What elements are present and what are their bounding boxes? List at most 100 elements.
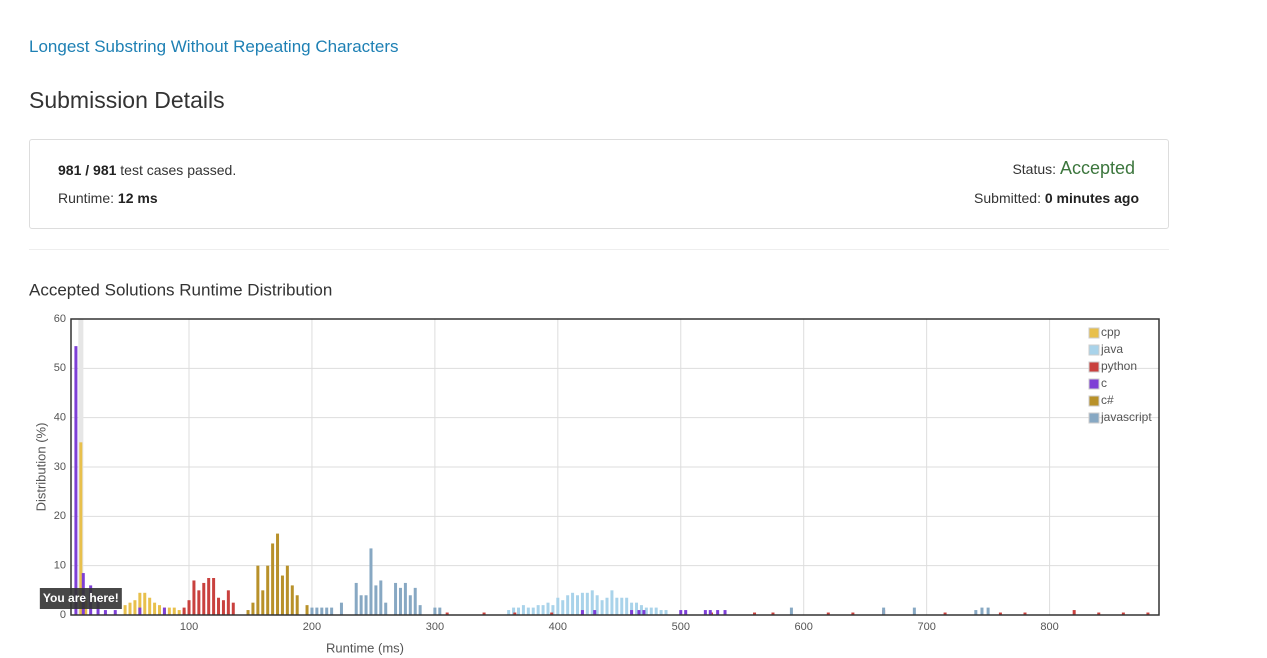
- cases-text: test cases passed.: [120, 162, 237, 178]
- cases-row: 981 / 981 test cases passed.: [58, 162, 236, 178]
- bar: [192, 580, 196, 615]
- bar: [571, 592, 575, 615]
- bar: [639, 605, 643, 615]
- bar: [512, 607, 516, 615]
- submitted-row: Submitted: 0 minutes ago: [974, 190, 1139, 206]
- bar: [615, 597, 619, 615]
- bar: [103, 610, 107, 615]
- bar: [113, 610, 117, 615]
- bar: [703, 610, 707, 615]
- bar: [290, 585, 294, 615]
- bar: [162, 607, 166, 615]
- tooltip-box: [39, 588, 122, 609]
- details-panel: 981 / 981 test cases passed. Runtime: 12…: [29, 139, 1169, 229]
- chart: Accepted Solutions Runtime Distribution …: [29, 280, 1160, 655]
- tooltip-text: You are here!: [43, 591, 119, 605]
- bar: [1072, 610, 1076, 615]
- bar: [128, 602, 132, 615]
- bar: [986, 607, 990, 615]
- problem-link[interactable]: Longest Substring Without Repeating Char…: [29, 37, 399, 56]
- legend-swatch: [1088, 378, 1100, 390]
- bar: [231, 602, 235, 615]
- bar: [148, 597, 152, 615]
- bar: [753, 612, 757, 615]
- bar: [438, 607, 442, 615]
- bar: [546, 602, 550, 615]
- bar: [143, 592, 147, 615]
- bar: [541, 605, 545, 615]
- bar: [771, 612, 775, 615]
- bar: [398, 587, 402, 615]
- legend-swatch: [1088, 327, 1100, 339]
- bar: [566, 595, 570, 615]
- bar: [593, 610, 597, 615]
- bar: [789, 607, 793, 615]
- bar: [364, 595, 368, 615]
- bar: [912, 607, 916, 615]
- bar: [339, 602, 343, 615]
- bar: [605, 597, 609, 615]
- status-row: Status: Accepted: [1012, 158, 1135, 179]
- bar: [74, 346, 78, 615]
- bar: [379, 580, 383, 615]
- y-tick-label: 30: [54, 461, 66, 473]
- bar: [315, 607, 319, 615]
- legend-label: java: [1100, 342, 1123, 356]
- x-tick-label: 500: [672, 621, 690, 633]
- bar: [394, 582, 398, 615]
- x-tick-label: 100: [180, 621, 198, 633]
- plot-frame: [70, 318, 1160, 616]
- bar: [507, 610, 511, 615]
- legend-swatch: [1088, 395, 1100, 407]
- bar: [212, 578, 216, 615]
- bar: [354, 582, 358, 615]
- bar: [1146, 612, 1150, 615]
- x-tick-label: 800: [1040, 621, 1058, 633]
- bar: [359, 595, 363, 615]
- bar: [138, 607, 142, 615]
- bar: [310, 607, 314, 615]
- bar: [280, 575, 284, 615]
- bar: [851, 612, 855, 615]
- bar: [285, 565, 289, 615]
- bar: [637, 610, 641, 615]
- bar: [649, 607, 653, 615]
- bar: [536, 605, 540, 615]
- legend-label: cpp: [1101, 325, 1121, 339]
- bar: [550, 612, 554, 615]
- bar: [664, 610, 668, 615]
- bar: [177, 610, 181, 615]
- bar: [403, 582, 407, 615]
- bar: [330, 607, 334, 615]
- bar: [79, 442, 83, 615]
- bar: [418, 605, 422, 615]
- bar: [659, 610, 663, 615]
- y-axis-label: Distribution (%): [33, 423, 48, 512]
- x-tick-label: 700: [917, 621, 935, 633]
- bar: [153, 602, 157, 615]
- bar: [251, 602, 255, 615]
- x-tick-label: 200: [303, 621, 321, 633]
- bar: [138, 592, 142, 615]
- bar: [998, 612, 1002, 615]
- bar: [600, 600, 604, 615]
- bar: [630, 610, 634, 615]
- chart-title: Accepted Solutions Runtime Distribution: [29, 280, 332, 299]
- bar: [187, 600, 191, 615]
- bar: [576, 595, 580, 615]
- bar: [167, 607, 171, 615]
- legend-label: c#: [1101, 393, 1114, 407]
- bar: [413, 587, 417, 615]
- page-title: Submission Details: [29, 87, 225, 113]
- runtime-row: Runtime: 12 ms: [58, 190, 158, 206]
- bar: [271, 543, 275, 615]
- bar: [943, 612, 947, 615]
- y-tick-label: 60: [54, 313, 66, 325]
- bar: [580, 610, 584, 615]
- bar: [1097, 612, 1101, 615]
- bar: [526, 607, 530, 615]
- bar: [708, 610, 712, 615]
- bar: [207, 578, 211, 615]
- bar: [642, 610, 646, 615]
- bar: [384, 602, 388, 615]
